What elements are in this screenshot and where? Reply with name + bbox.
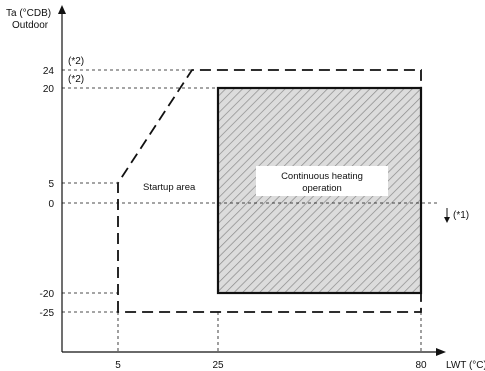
startup-area-outline (117, 69, 422, 313)
y-tick-minus20: -20 (40, 289, 55, 300)
continuous-label-line1: Continuous heating (281, 171, 363, 182)
startup-area-label: Startup area (143, 182, 196, 193)
continuous-label-bg (256, 166, 388, 196)
annotation-star2-bottom: (*2) (68, 74, 84, 85)
x-axis-label: LWT (°C) (446, 360, 485, 371)
y-tick-minus25: -25 (40, 308, 55, 319)
y-axis-sublabel: Outdoor (12, 20, 49, 31)
x-tick-25: 25 (212, 360, 224, 371)
x-axis-arrow (436, 348, 446, 356)
annotation-arrow-head (444, 217, 450, 223)
y-tick-0: 0 (48, 199, 54, 210)
continuous-label-line2: operation (302, 183, 342, 194)
y-axis-arrow (58, 5, 66, 14)
y-tick-5: 5 (48, 179, 54, 190)
x-tick-80: 80 (415, 360, 427, 371)
annotation-star2-top: (*2) (68, 56, 84, 67)
y-tick-20: 20 (43, 84, 55, 95)
x-tick-5: 5 (115, 360, 121, 371)
y-axis-label: Ta (°CDB) (6, 8, 51, 19)
y-tick-24: 24 (43, 66, 55, 77)
annotation-star1: (*1) (453, 210, 469, 221)
